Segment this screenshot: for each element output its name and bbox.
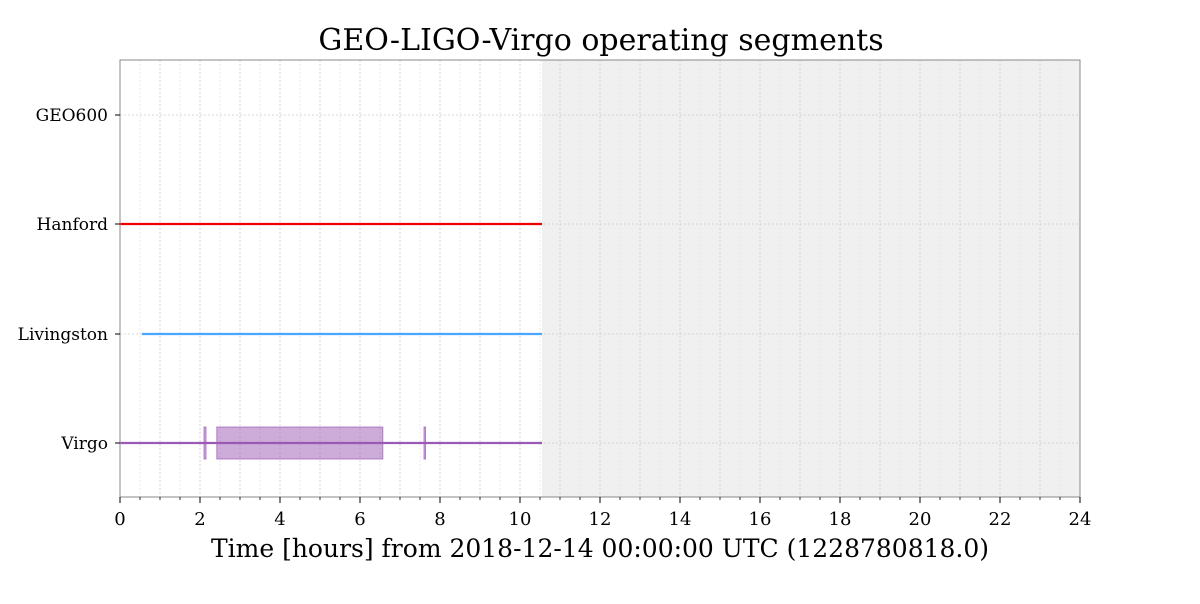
thick-segment-virgo (216, 426, 384, 460)
x-tick-label: 12 (589, 509, 612, 530)
x-tick-label: 4 (274, 509, 285, 530)
x-tick-label: 18 (829, 509, 852, 530)
chart-title: GEO-LIGO-Virgo operating segments (318, 23, 883, 58)
thick-segment-virgo (423, 426, 426, 460)
x-tick-label: 20 (909, 509, 932, 530)
y-tick-label-livingston: Livingston (18, 325, 108, 345)
x-tick-label: 6 (354, 509, 365, 530)
x-tick-label: 0 (114, 509, 125, 530)
thick-segment-virgo (203, 426, 207, 460)
x-tick-label: 24 (1069, 509, 1092, 530)
x-tick-label: 14 (669, 509, 692, 530)
x-tick-label: 8 (434, 509, 445, 530)
x-axis-label: Time [hours] from 2018-12-14 00:00:00 UT… (211, 534, 989, 563)
y-tick-label-virgo: Virgo (60, 434, 108, 454)
y-tick-label-geo600: GEO600 (36, 106, 108, 126)
future-region (542, 60, 1080, 497)
y-tick-label-hanford: Hanford (37, 215, 109, 235)
x-tick-label: 22 (989, 509, 1012, 530)
x-tick-label: 16 (749, 509, 772, 530)
x-tick-label: 2 (194, 509, 205, 530)
x-tick-label: 10 (509, 509, 532, 530)
